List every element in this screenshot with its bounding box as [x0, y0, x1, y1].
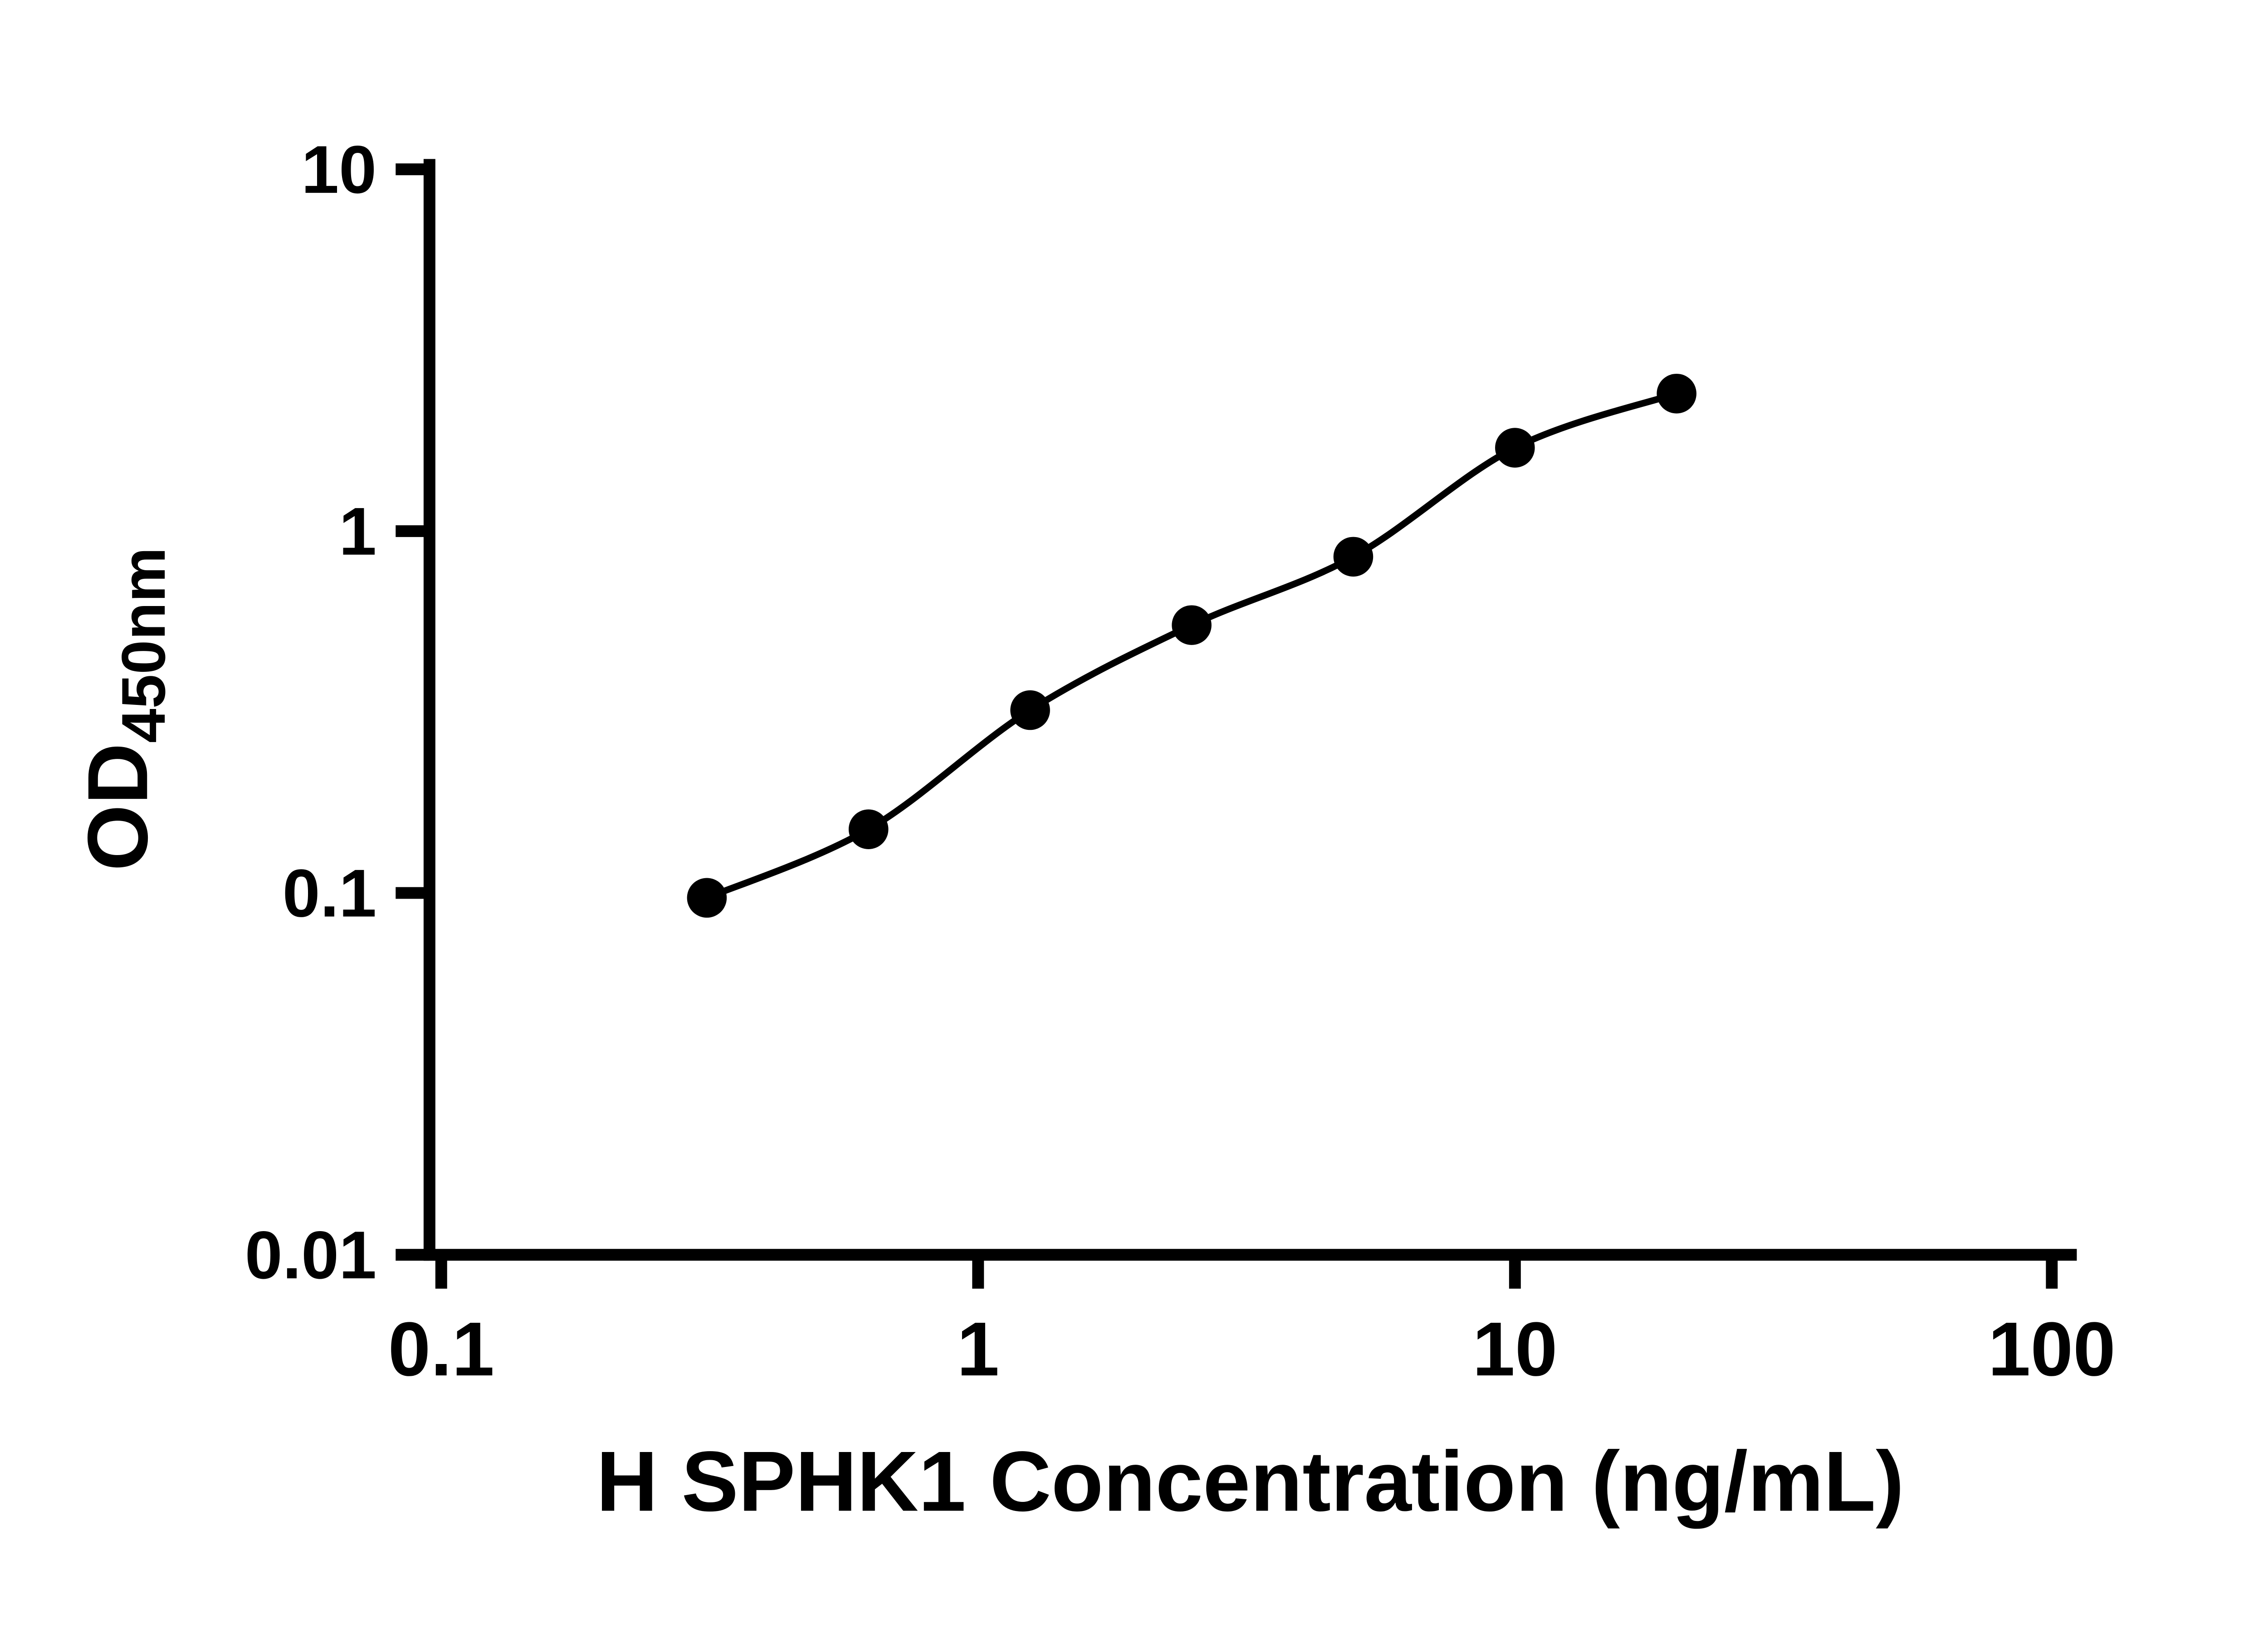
y-axis-title-subscript: 450nm [109, 548, 178, 743]
x-tick-label: 1 [957, 1306, 999, 1392]
x-axis-title: H SPHK1 Concentration (ng/mL) [596, 1433, 1904, 1529]
y-tick-label: 1 [339, 494, 376, 569]
data-point [1495, 428, 1535, 468]
data-point [848, 809, 889, 849]
data-point [1333, 537, 1374, 577]
svg-text:OD450nm: OD450nm [70, 548, 178, 871]
data-point [1657, 373, 1696, 414]
y-tick-label: 0.1 [283, 855, 376, 931]
x-tick-label: 10 [1472, 1306, 1558, 1392]
y-axis-title: OD450nm [70, 548, 178, 871]
y-tick-label: 0.01 [245, 1217, 376, 1293]
data-point [1172, 605, 1212, 645]
x-tick-label: 0.1 [388, 1306, 494, 1392]
y-tick-label: 10 [301, 132, 376, 207]
y-axis-title-main: OD [70, 743, 165, 871]
x-tick-label: 100 [1988, 1306, 2116, 1392]
data-point [687, 878, 727, 918]
data-point [1010, 690, 1050, 730]
